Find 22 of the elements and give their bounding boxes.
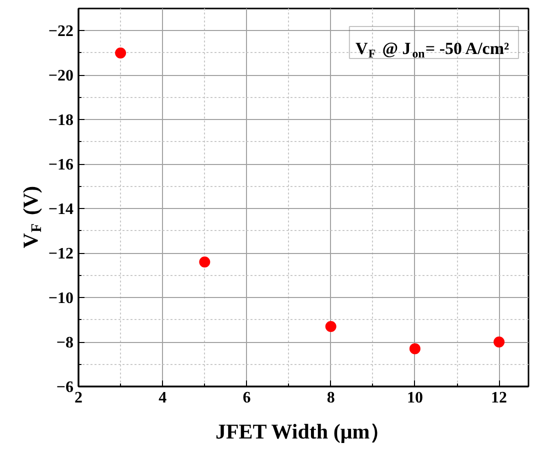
y-tick-label: −18 xyxy=(48,112,74,130)
x-tick-label: 6 xyxy=(242,390,251,406)
y-tick-label: −20 xyxy=(48,68,74,85)
point xyxy=(199,256,210,268)
y-tick-label: −16 xyxy=(48,156,74,174)
point xyxy=(409,343,420,354)
y-tick-label: −8 xyxy=(56,334,74,352)
point xyxy=(115,47,126,58)
x-tick-label: 2 xyxy=(74,390,82,406)
y-axis-title: VF (V) xyxy=(18,186,45,248)
x-tick-label: 12 xyxy=(491,390,508,406)
point xyxy=(494,336,505,348)
y-tick-label: −12 xyxy=(48,246,74,263)
y-tick-label: −22 xyxy=(48,23,74,40)
x-tick-label: 10 xyxy=(406,390,423,406)
y-tick-label: −6 xyxy=(56,379,74,396)
y-tick-label: −14 xyxy=(48,201,74,218)
point xyxy=(325,320,336,332)
y-tick-label: −10 xyxy=(48,290,74,308)
x-tick-label: 4 xyxy=(158,390,167,406)
x-axis-title: JFET Width (μm） xyxy=(215,420,391,444)
x-tick-label: 8 xyxy=(326,390,335,406)
